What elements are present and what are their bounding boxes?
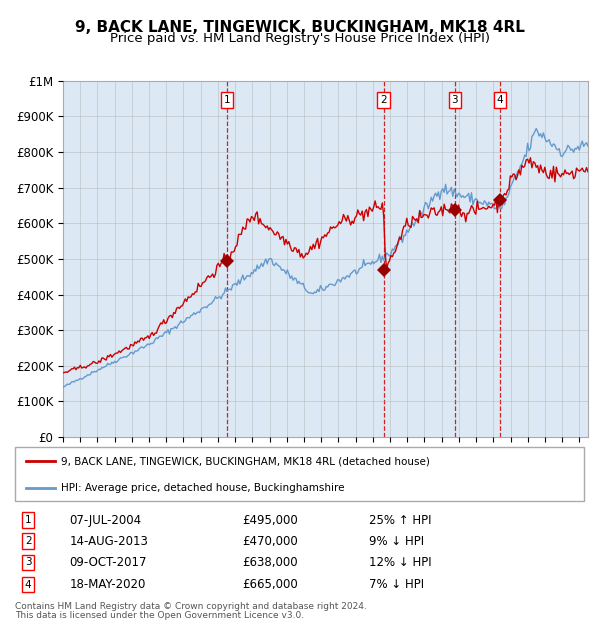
Text: 1: 1 xyxy=(25,515,31,525)
Text: 7% ↓ HPI: 7% ↓ HPI xyxy=(369,578,424,591)
Text: 25% ↑ HPI: 25% ↑ HPI xyxy=(369,514,431,527)
Text: 9, BACK LANE, TINGEWICK, BUCKINGHAM, MK18 4RL: 9, BACK LANE, TINGEWICK, BUCKINGHAM, MK1… xyxy=(75,20,525,35)
Text: This data is licensed under the Open Government Licence v3.0.: This data is licensed under the Open Gov… xyxy=(15,611,304,619)
Text: 14-AUG-2013: 14-AUG-2013 xyxy=(70,535,148,548)
Text: 07-JUL-2004: 07-JUL-2004 xyxy=(70,514,142,527)
Text: 3: 3 xyxy=(452,95,458,105)
Text: 9, BACK LANE, TINGEWICK, BUCKINGHAM, MK18 4RL (detached house): 9, BACK LANE, TINGEWICK, BUCKINGHAM, MK1… xyxy=(61,456,430,466)
Text: 1: 1 xyxy=(224,95,230,105)
Text: 18-MAY-2020: 18-MAY-2020 xyxy=(70,578,146,591)
Text: £665,000: £665,000 xyxy=(242,578,298,591)
Text: HPI: Average price, detached house, Buckinghamshire: HPI: Average price, detached house, Buck… xyxy=(61,483,344,493)
Text: 09-OCT-2017: 09-OCT-2017 xyxy=(70,556,147,569)
Text: 2: 2 xyxy=(380,95,387,105)
Text: 3: 3 xyxy=(25,557,31,567)
Text: 12% ↓ HPI: 12% ↓ HPI xyxy=(369,556,432,569)
Text: £495,000: £495,000 xyxy=(242,514,298,527)
Text: 4: 4 xyxy=(25,580,31,590)
Text: 2: 2 xyxy=(25,536,31,546)
FancyBboxPatch shape xyxy=(15,447,584,501)
Text: Price paid vs. HM Land Registry's House Price Index (HPI): Price paid vs. HM Land Registry's House … xyxy=(110,32,490,45)
Text: £638,000: £638,000 xyxy=(242,556,298,569)
Text: 4: 4 xyxy=(497,95,503,105)
Text: Contains HM Land Registry data © Crown copyright and database right 2024.: Contains HM Land Registry data © Crown c… xyxy=(15,602,367,611)
Text: £470,000: £470,000 xyxy=(242,535,298,548)
Text: 9% ↓ HPI: 9% ↓ HPI xyxy=(369,535,424,548)
